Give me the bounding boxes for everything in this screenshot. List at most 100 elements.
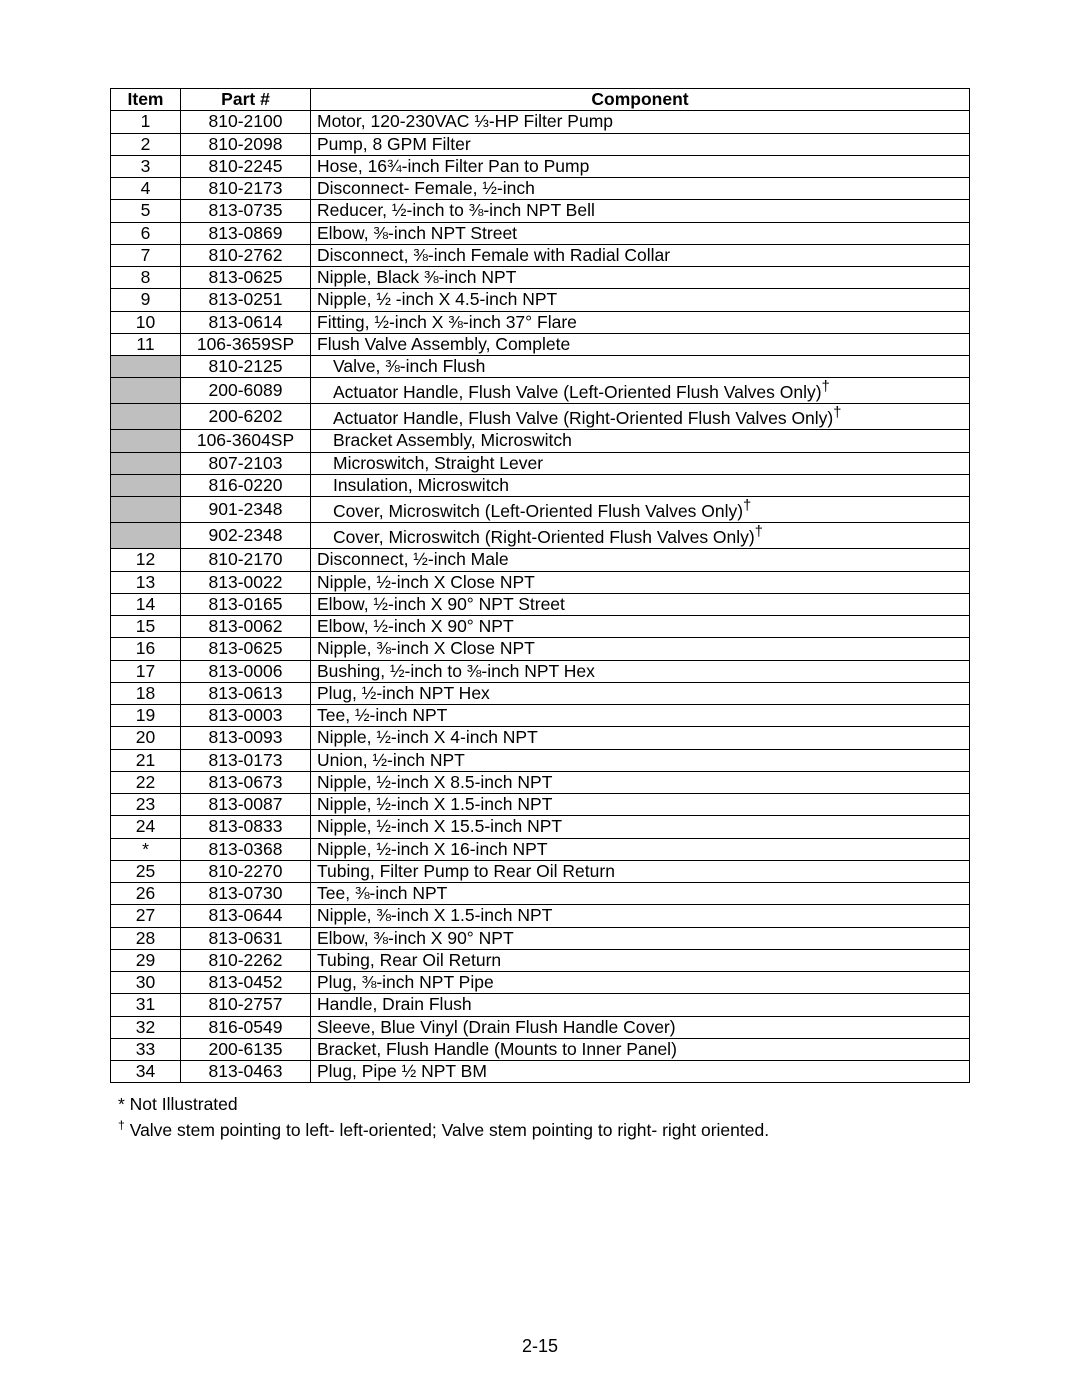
cell-component: Bracket Assembly, Microswitch [311, 430, 970, 452]
cell-part: 813-0625 [181, 638, 311, 660]
cell-part: 813-0614 [181, 311, 311, 333]
table-row: 29810-2262Tubing, Rear Oil Return [111, 949, 970, 971]
cell-item: 14 [111, 593, 181, 615]
cell-part: 813-0625 [181, 267, 311, 289]
cell-component: Fitting, ½-inch X ⅜-inch 37° Flare [311, 311, 970, 333]
cell-part: 200-6202 [181, 404, 311, 430]
cell-component: Plug, ⅜-inch NPT Pipe [311, 972, 970, 994]
cell-item: 8 [111, 267, 181, 289]
cell-component: Plug, ½-inch NPT Hex [311, 682, 970, 704]
cell-part: 813-0613 [181, 682, 311, 704]
cell-item [111, 497, 181, 523]
cell-item: 15 [111, 616, 181, 638]
cell-component: Bushing, ½-inch to ⅜-inch NPT Hex [311, 660, 970, 682]
cell-component: Nipple, ½-inch X 16-inch NPT [311, 838, 970, 860]
cell-component: Valve, ⅜-inch Flush [311, 356, 970, 378]
cell-part: 813-0735 [181, 200, 311, 222]
table-row: 32816-0549Sleeve, Blue Vinyl (Drain Flus… [111, 1016, 970, 1038]
cell-item: 27 [111, 905, 181, 927]
cell-item: 12 [111, 549, 181, 571]
cell-part: 813-0173 [181, 749, 311, 771]
table-row: 810-2125Valve, ⅜-inch Flush [111, 356, 970, 378]
cell-item [111, 404, 181, 430]
cell-component: Disconnect, ½-inch Male [311, 549, 970, 571]
cell-item: 29 [111, 949, 181, 971]
cell-part: 810-2173 [181, 178, 311, 200]
cell-part: 813-0003 [181, 705, 311, 727]
table-row: 31810-2757Handle, Drain Flush [111, 994, 970, 1016]
cell-component: Elbow, ⅜-inch X 90° NPT [311, 927, 970, 949]
cell-item: 10 [111, 311, 181, 333]
table-row: 22813-0673Nipple, ½-inch X 8.5-inch NPT [111, 771, 970, 793]
cell-part: 813-0452 [181, 972, 311, 994]
header-part: Part # [181, 89, 311, 111]
table-row: 5813-0735Reducer, ½-inch to ⅜-inch NPT B… [111, 200, 970, 222]
cell-part: 810-2100 [181, 111, 311, 133]
cell-component: Nipple, Black ⅜-inch NPT [311, 267, 970, 289]
cell-component: Union, ½-inch NPT [311, 749, 970, 771]
cell-component: Cover, Microswitch (Right-Oriented Flush… [311, 523, 970, 549]
cell-component: Elbow, ½-inch X 90° NPT Street [311, 593, 970, 615]
cell-component: Nipple, ½-inch X 15.5-inch NPT [311, 816, 970, 838]
table-row: 18813-0613Plug, ½-inch NPT Hex [111, 682, 970, 704]
cell-component: Nipple, ½ -inch X 4.5-inch NPT [311, 289, 970, 311]
cell-part: 813-0644 [181, 905, 311, 927]
table-row: 4810-2173Disconnect- Female, ½-inch [111, 178, 970, 200]
cell-component: Tee, ⅜-inch NPT [311, 883, 970, 905]
cell-component: Flush Valve Assembly, Complete [311, 333, 970, 355]
table-row: 13813-0022Nipple, ½-inch X Close NPT [111, 571, 970, 593]
cell-item: 34 [111, 1061, 181, 1083]
footnotes: * Not Illustrated † Valve stem pointing … [110, 1093, 970, 1142]
table-row: 807-2103Microswitch, Straight Lever [111, 452, 970, 474]
cell-part: 810-2245 [181, 155, 311, 177]
cell-component: Reducer, ½-inch to ⅜-inch NPT Bell [311, 200, 970, 222]
page-number: 2-15 [0, 1336, 1080, 1357]
cell-part: 813-0062 [181, 616, 311, 638]
cell-item: 3 [111, 155, 181, 177]
cell-part: 813-0833 [181, 816, 311, 838]
cell-item: 17 [111, 660, 181, 682]
cell-item: 33 [111, 1038, 181, 1060]
table-row: 33200-6135Bracket, Flush Handle (Mounts … [111, 1038, 970, 1060]
cell-part: 807-2103 [181, 452, 311, 474]
table-row: 28813-0631Elbow, ⅜-inch X 90° NPT [111, 927, 970, 949]
cell-item: 26 [111, 883, 181, 905]
table-row: 200-6202Actuator Handle, Flush Valve (Ri… [111, 404, 970, 430]
table-row: 10813-0614Fitting, ½-inch X ⅜-inch 37° F… [111, 311, 970, 333]
table-row: 30813-0452Plug, ⅜-inch NPT Pipe [111, 972, 970, 994]
table-row: 9813-0251Nipple, ½ -inch X 4.5-inch NPT [111, 289, 970, 311]
table-row: 17813-0006Bushing, ½-inch to ⅜-inch NPT … [111, 660, 970, 682]
cell-item [111, 452, 181, 474]
cell-component: Disconnect, ⅜-inch Female with Radial Co… [311, 244, 970, 266]
table-row: 15813-0062Elbow, ½-inch X 90° NPT [111, 616, 970, 638]
cell-part: 813-0093 [181, 727, 311, 749]
table-row: 14813-0165Elbow, ½-inch X 90° NPT Street [111, 593, 970, 615]
cell-part: 810-2762 [181, 244, 311, 266]
cell-part: 813-0869 [181, 222, 311, 244]
cell-part: 813-0165 [181, 593, 311, 615]
table-row: 20813-0093Nipple, ½-inch X 4-inch NPT [111, 727, 970, 749]
table-row: 7810-2762Disconnect, ⅜-inch Female with … [111, 244, 970, 266]
cell-component: Nipple, ⅜-inch X 1.5-inch NPT [311, 905, 970, 927]
cell-item: 16 [111, 638, 181, 660]
cell-component: Actuator Handle, Flush Valve (Right-Orie… [311, 404, 970, 430]
cell-item: 5 [111, 200, 181, 222]
cell-item: 4 [111, 178, 181, 200]
table-row: 24813-0833Nipple, ½-inch X 15.5-inch NPT [111, 816, 970, 838]
table-header-row: Item Part # Component [111, 89, 970, 111]
cell-part: 813-0463 [181, 1061, 311, 1083]
cell-item [111, 430, 181, 452]
cell-component: Insulation, Microswitch [311, 474, 970, 496]
cell-item: 1 [111, 111, 181, 133]
cell-part: 816-0549 [181, 1016, 311, 1038]
cell-item: 7 [111, 244, 181, 266]
table-row: *813-0368Nipple, ½-inch X 16-inch NPT [111, 838, 970, 860]
cell-component: Pump, 8 GPM Filter [311, 133, 970, 155]
cell-part: 810-2098 [181, 133, 311, 155]
cell-part: 901-2348 [181, 497, 311, 523]
cell-part: 810-2262 [181, 949, 311, 971]
cell-component: Elbow, ½-inch X 90° NPT [311, 616, 970, 638]
table-row: 12810-2170Disconnect, ½-inch Male [111, 549, 970, 571]
cell-component: Nipple, ½-inch X 8.5-inch NPT [311, 771, 970, 793]
cell-item: 6 [111, 222, 181, 244]
